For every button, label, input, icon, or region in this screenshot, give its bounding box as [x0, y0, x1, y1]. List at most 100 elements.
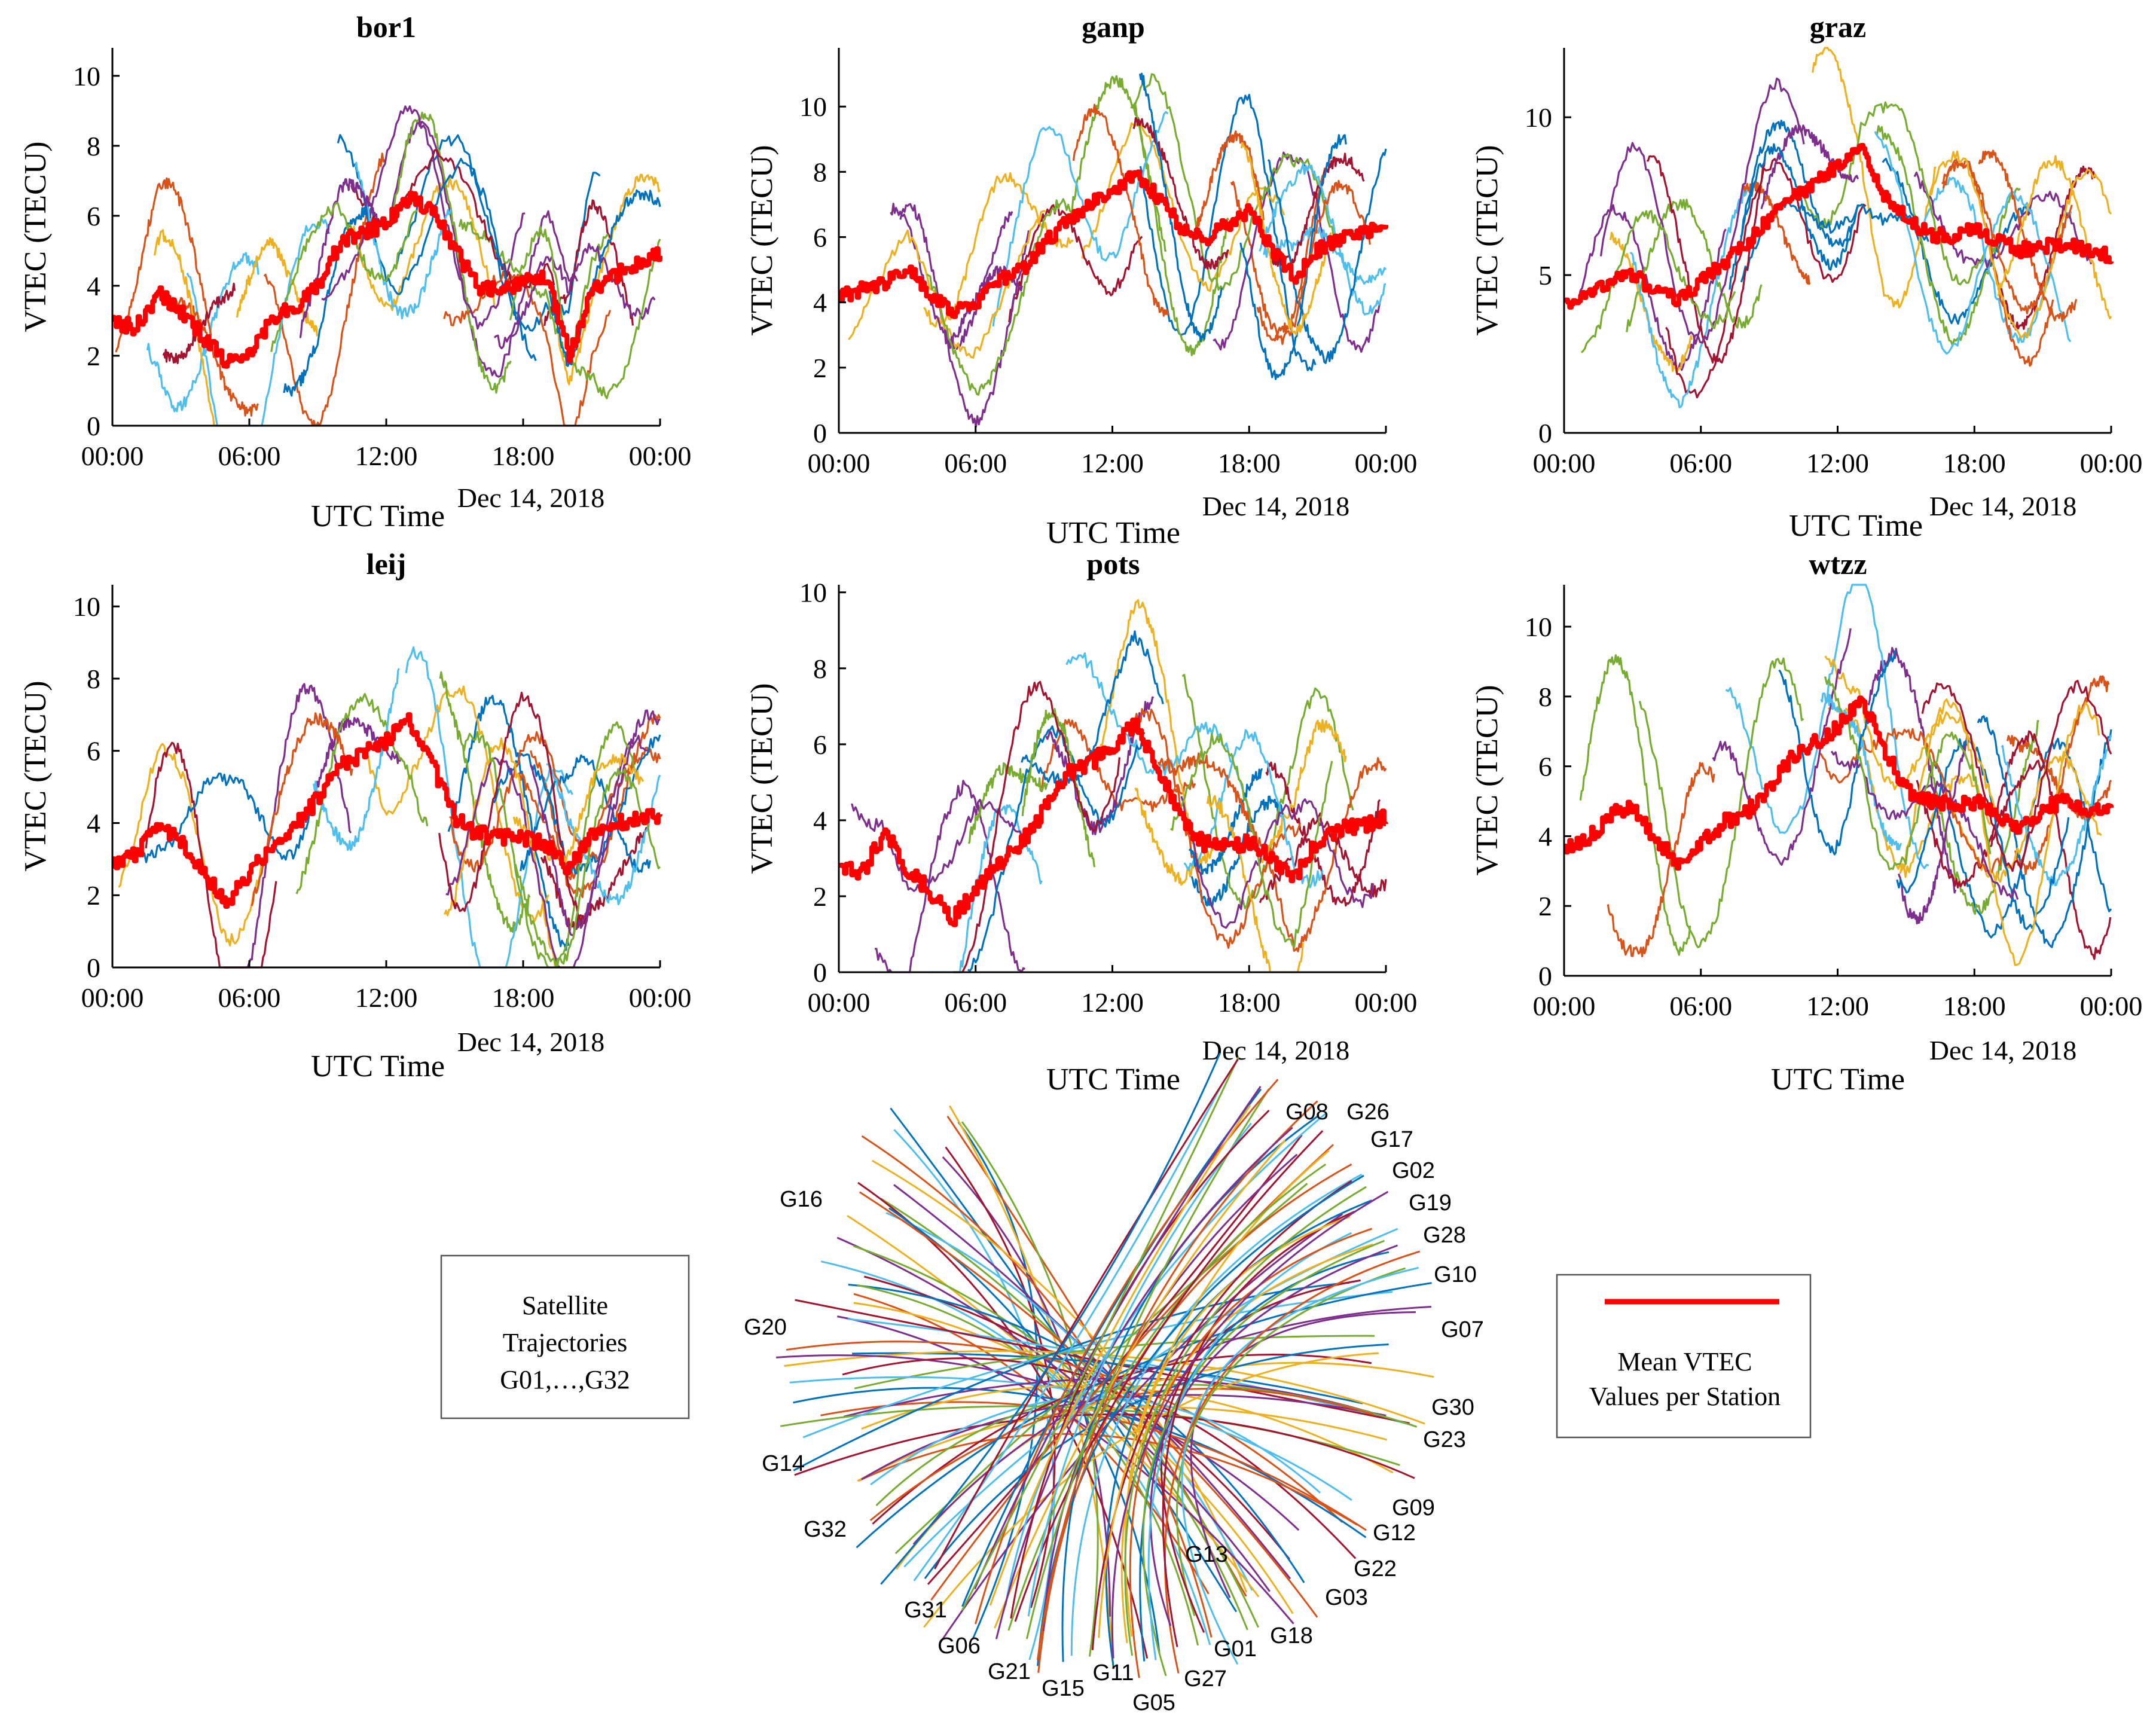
- trajectory-arc: [939, 1213, 1343, 1644]
- satellite-series-line: [1830, 750, 2019, 900]
- trajectory-label-g09: G09: [1392, 1495, 1435, 1521]
- y-tick-label: 2: [87, 880, 100, 911]
- satellite-series-line: [953, 680, 1120, 973]
- trajectory-arc: [1014, 1130, 1324, 1622]
- trajectory-label-g27: G27: [1184, 1666, 1227, 1692]
- panel-title: bor1: [356, 10, 416, 44]
- trajectory-label-g11: G11: [1092, 1660, 1134, 1686]
- satellite-series-line: [1157, 752, 1263, 847]
- satellite-series-line: [1265, 757, 1387, 952]
- satellite-series-line: [449, 731, 598, 873]
- trajectory-arc: [871, 1159, 1248, 1593]
- y-tick-label: 10: [1525, 612, 1552, 642]
- trajectory-arc: [961, 1057, 1239, 1611]
- satellite-series-line: [548, 189, 661, 367]
- satellite-series-line: [1132, 73, 1336, 291]
- satellite-series-line: [1169, 733, 1333, 948]
- satellite-series-line: [263, 152, 386, 427]
- y-axis-label: VTEC (TECU): [1470, 145, 1504, 335]
- trajectory-arc: [844, 1377, 1375, 1418]
- panel-title: pots: [1087, 547, 1140, 581]
- satellite-series-line: [1725, 584, 1929, 869]
- y-tick-label: 10: [73, 591, 100, 622]
- legend-mean-vtec: Mean VTEC Values per Station: [1556, 1274, 1812, 1439]
- satellite-series-line: [1578, 204, 1727, 371]
- trajectory-arc: [1007, 1163, 1327, 1631]
- trajectory-arc: [1176, 1267, 1406, 1616]
- y-axis-label: VTEC (TECU): [19, 141, 53, 332]
- trajectory-label-g18: G18: [1270, 1623, 1313, 1648]
- x-axis-label: UTC Time: [1789, 509, 1923, 543]
- mean-vtec-line: [112, 190, 662, 369]
- trajectory-label-g10: G10: [1434, 1262, 1477, 1287]
- y-tick-label: 6: [87, 201, 100, 231]
- satellite-series-line: [851, 799, 1022, 892]
- satellite-series-line: [1818, 728, 2004, 874]
- trajectory-arc: [848, 1284, 1305, 1583]
- y-tick-label: 0: [1538, 418, 1552, 448]
- satellite-series-line: [1260, 719, 1347, 863]
- y-tick-label: 2: [1538, 891, 1552, 921]
- y-tick-label: 4: [813, 805, 827, 836]
- satellite-series-line: [1139, 93, 1317, 371]
- legend-satellite-trajectories: Satellite Trajectories G01,…,G32: [440, 1254, 690, 1419]
- satellite-series-line: [1180, 796, 1375, 929]
- satellite-series-line: [514, 768, 661, 969]
- trajectory-arc: [957, 1121, 1039, 1639]
- panel-title: ganp: [1082, 10, 1145, 44]
- trajectory-arc: [912, 1306, 1431, 1545]
- date-label: Dec 14, 2018: [1929, 491, 2077, 521]
- trajectory-arc: [847, 1214, 1260, 1598]
- mean-vtec-line: [1563, 695, 2114, 871]
- trajectory-arc: [836, 1236, 1271, 1592]
- trajectory-label-g26: G26: [1346, 1100, 1390, 1125]
- panel-leij: 0 2 4 6 8 10 00:00 06:00 12:00 18:00 00:00 leij VTEC…: [19, 547, 691, 1083]
- satellite-series-line: [283, 207, 378, 397]
- satellite-series-line: [493, 243, 656, 350]
- mean-vtec-line: [1563, 143, 2114, 310]
- x-tick-label: 12:00: [1806, 991, 1869, 1021]
- station-panels: 0 2 4 6 8 10 00:00 06:00 12:00 18:00 00:00 bor1 VTEC…: [19, 10, 2142, 1097]
- trajectory-label-g13: G13: [1185, 1542, 1228, 1567]
- trajectory-label-g07: G07: [1441, 1317, 1484, 1342]
- satellite-series-line: [1599, 77, 1805, 345]
- satellite-series-line: [115, 177, 212, 353]
- x-axis-label: UTC Time: [1771, 1062, 1905, 1097]
- satellite-series-line: [1947, 751, 2102, 883]
- trajectory-arc: [880, 1052, 1221, 1585]
- y-tick-label: 0: [87, 952, 100, 983]
- satellite-series-line: [1265, 761, 1381, 907]
- date-label: Dec 14, 2018: [1929, 1035, 2077, 1065]
- y-tick-label: 10: [1525, 102, 1552, 133]
- date-label: Dec 14, 2018: [1202, 1035, 1350, 1065]
- satellite-series-line: [1626, 199, 1763, 332]
- x-tick-label: 18:00: [492, 441, 555, 471]
- satellite-series-line: [1008, 203, 1143, 323]
- y-axis-label: VTEC (TECU): [19, 680, 53, 871]
- satellite-series-line: [1921, 680, 2112, 872]
- panel-ganp: 0 2 4 6 8 10 00:00 06:00 12:00 18:00 00:00 ganp VTEC…: [745, 10, 1417, 550]
- y-tick-label: 8: [1538, 682, 1552, 712]
- satellite-series-line: [1712, 628, 1852, 866]
- satellite-series-line: [1190, 795, 1285, 908]
- trajectory-label-g03: G03: [1325, 1585, 1368, 1610]
- satellite-series-line: [1824, 655, 2005, 829]
- satellite-series-line: [1820, 692, 1902, 851]
- satellite-series-line: [1824, 676, 1992, 871]
- x-tick-label: 00:00: [2080, 991, 2143, 1021]
- satellite-series-line: [118, 743, 271, 947]
- trajectory-label-g08: G08: [1285, 1100, 1329, 1125]
- x-tick-label: 18:00: [492, 982, 555, 1013]
- satellite-series-line: [1896, 737, 2070, 930]
- trajectory-arc: [1027, 1122, 1252, 1617]
- legend-right-line1: Mean VTEC: [1617, 1347, 1752, 1376]
- satellite-series-line: [251, 712, 353, 906]
- trajectory-label-g16: G16: [780, 1187, 823, 1212]
- trajectory-arc: [794, 1413, 1415, 1479]
- trajectory-label-g21: G21: [988, 1659, 1031, 1684]
- x-tick-label: 06:00: [944, 987, 1007, 1018]
- trajectory-label-g02: G02: [1392, 1158, 1435, 1183]
- legend-left-line3: G01,…,G32: [500, 1365, 630, 1394]
- x-axis-label: UTC Time: [311, 1049, 445, 1083]
- trajectory-arc: [1070, 1173, 1363, 1656]
